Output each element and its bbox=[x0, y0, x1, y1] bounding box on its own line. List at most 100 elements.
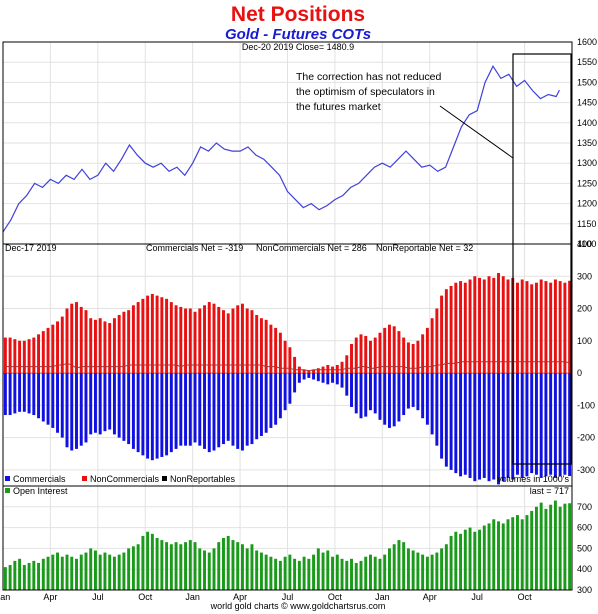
open-interest-bar bbox=[288, 554, 292, 590]
noncommercials-bar bbox=[41, 331, 45, 374]
open-interest-bar bbox=[18, 558, 22, 590]
commercials-bar bbox=[539, 373, 543, 478]
x-tick-label: Jul bbox=[471, 592, 483, 602]
open-interest-bar bbox=[558, 506, 562, 590]
commercials-bar bbox=[501, 373, 505, 482]
open-interest-bar bbox=[93, 550, 97, 590]
open-interest-bar bbox=[444, 544, 448, 590]
commercials-bar bbox=[212, 373, 216, 451]
noncommercials-bar bbox=[302, 369, 306, 374]
open-interest-bar bbox=[378, 558, 382, 590]
panel-frames bbox=[2, 41, 573, 591]
noncommercials-bar bbox=[326, 365, 330, 374]
open-interest-bar bbox=[269, 556, 273, 590]
noncommercials-bar bbox=[32, 337, 36, 374]
legend-label: NonCommercials bbox=[90, 474, 160, 484]
commercials-bar bbox=[226, 373, 230, 441]
commercials-bar bbox=[411, 373, 415, 407]
noncommercials-bar bbox=[397, 331, 401, 374]
commercials-bar bbox=[402, 373, 406, 416]
noncommercials-bar bbox=[544, 281, 548, 374]
open-interest-bar bbox=[46, 556, 50, 590]
noncommercials-bar bbox=[416, 340, 420, 374]
open-interest-bar bbox=[549, 504, 553, 590]
noncommercials-bar bbox=[79, 306, 83, 374]
x-tick-label: Jan bbox=[375, 592, 390, 602]
commercials-bar bbox=[236, 373, 240, 449]
commercials-bar bbox=[392, 373, 396, 427]
noncommercials-bar bbox=[506, 279, 510, 374]
noncommercials-bar bbox=[203, 305, 206, 374]
commercials-bar bbox=[440, 373, 444, 459]
open-interest-bar bbox=[70, 556, 74, 590]
open-interest-bar bbox=[84, 552, 88, 590]
open-interest-bar bbox=[425, 556, 429, 590]
commercials-bar bbox=[207, 373, 211, 453]
open-interest-bar bbox=[293, 558, 297, 590]
x-tick-label: Oct bbox=[138, 592, 153, 602]
noncommercials-bar bbox=[108, 323, 112, 374]
commercials-bar bbox=[459, 373, 463, 477]
noncommercials-bar bbox=[539, 279, 543, 374]
commercials-bar bbox=[136, 373, 140, 453]
open-interest-bar bbox=[501, 523, 505, 590]
price-line bbox=[2, 64, 560, 233]
price-ytick-label: 1100 bbox=[577, 239, 596, 249]
noncommercials-bar bbox=[136, 302, 140, 374]
open-interest-bar bbox=[222, 538, 225, 590]
noncommercials-bar bbox=[212, 303, 216, 374]
open-interest-bar bbox=[364, 556, 368, 590]
commercials-bar bbox=[13, 373, 17, 414]
open-interest-bar bbox=[41, 558, 45, 590]
commercials-bar bbox=[288, 373, 292, 404]
commercials-bar bbox=[22, 373, 26, 412]
net-ytick-label: 100 bbox=[577, 336, 592, 346]
open-interest-bar bbox=[459, 533, 463, 590]
commercials-bar bbox=[60, 373, 64, 438]
noncommercials-bar bbox=[473, 276, 477, 374]
noncommercials-bar bbox=[198, 308, 202, 374]
open-interest-bar bbox=[236, 542, 240, 590]
net-ytick-label: -100 bbox=[577, 400, 595, 410]
noncommercials-bar bbox=[369, 340, 372, 374]
open-interest-bar bbox=[193, 542, 197, 590]
open-interest-bar bbox=[264, 554, 268, 590]
noncommercials-bar bbox=[226, 313, 230, 374]
x-tick-label: Jan bbox=[185, 592, 200, 602]
open-interest-bar bbox=[108, 554, 112, 590]
noncommercials-bar bbox=[525, 281, 529, 374]
commercials-bar bbox=[553, 373, 557, 478]
noncommercials-bar bbox=[516, 282, 519, 374]
commercials-bar bbox=[222, 373, 225, 445]
open-interest-bar bbox=[397, 540, 401, 590]
open-interest-bar bbox=[383, 554, 387, 590]
noncommercials-bar bbox=[3, 337, 7, 374]
commercials-bar bbox=[46, 373, 50, 425]
open-interest-bar bbox=[359, 560, 363, 590]
open-interest-bar bbox=[245, 548, 249, 590]
commercials-bar bbox=[3, 373, 7, 416]
noncommercials-bar bbox=[274, 327, 278, 374]
open-interest-bar bbox=[98, 554, 102, 590]
noncommercials-bar bbox=[558, 281, 562, 374]
open-interest-bar bbox=[430, 554, 434, 590]
commercials-bar bbox=[354, 373, 358, 414]
open-interest-bar bbox=[198, 548, 202, 590]
noncommercials-bar bbox=[60, 316, 64, 374]
noncommercials-bar bbox=[51, 324, 55, 374]
open-interest-bar bbox=[373, 556, 377, 590]
last-value-note: last = 717 bbox=[530, 486, 569, 496]
commercials-bar bbox=[568, 373, 572, 476]
open-interest-bar bbox=[3, 567, 7, 590]
noncommercials-bar bbox=[155, 295, 159, 374]
oi-ytick-label: 700 bbox=[577, 502, 592, 512]
open-interest-bar bbox=[525, 515, 529, 590]
open-interest-bar bbox=[335, 554, 339, 590]
noncommercials-bar bbox=[378, 332, 382, 374]
open-interest-bar bbox=[136, 544, 140, 590]
commercials-bar bbox=[184, 373, 188, 446]
noncommercials-bar bbox=[359, 334, 363, 374]
open-interest-bar bbox=[174, 542, 178, 590]
noncommercials-bar bbox=[293, 356, 297, 374]
